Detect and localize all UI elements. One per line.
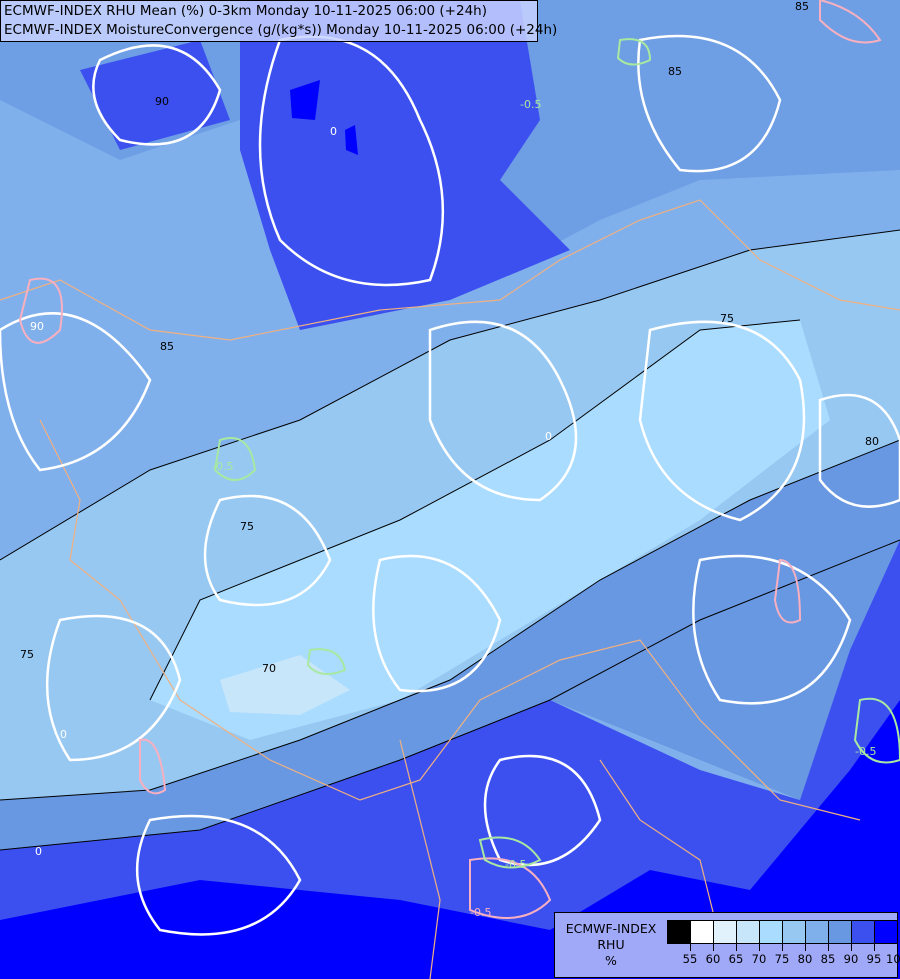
contour-label: 75 [720,312,734,325]
borders [0,199,900,979]
contour-label: 70 [262,662,276,675]
legend-swatch [737,921,760,943]
legend-title: ECMWF-INDEX RHU % [559,921,663,969]
color-legend: ECMWF-INDEX RHU % 55 60 65 70 75 80 85 90 95 100 [554,912,900,978]
legend-tick [828,943,829,951]
legend-tick-label: 90 [843,952,859,966]
rhu-95-top-region [240,0,570,330]
title-line-convergence: ECMWF-INDEX MoistureConvergence (g/(kg*s… [4,22,558,38]
legend-swatch [760,921,783,943]
legend-tick [897,943,898,951]
legend-tick-label: 100 [886,952,900,966]
title-line-rhu: ECMWF-INDEX RHU Mean (%) 0-3km Monday 10… [4,3,487,19]
convergence-label: -0.5 [470,906,491,919]
rhu-95-topleft-region [80,40,230,150]
rhu-95-bottom-region [0,540,900,979]
legend-swatch [714,921,737,943]
legend-tick-label: 60 [705,952,721,966]
legend-tick-label: 95 [866,952,882,966]
legend-swatch [806,921,829,943]
legend-tick-label: 85 [820,952,836,966]
legend-tick-label: 65 [728,952,744,966]
legend-swatch [783,921,806,943]
convergence-label: 0 [35,845,42,858]
legend-tick [690,943,691,951]
legend-swatches [667,920,898,944]
convergence-label: -0.5 [520,98,541,111]
contour-label: 85 [668,65,682,78]
rhu-90-bottom-band [0,440,900,850]
rhu-75-region [150,320,830,740]
map-labels: 90 85 75 80 75 70 75 85 90 85 0 0 -0.5 -… [20,0,879,919]
contour-label: 75 [240,520,254,533]
contour-label: 90 [155,95,169,108]
legend-unit: % [605,953,617,968]
contour-label: 80 [865,435,879,448]
convergence-label: 0 [545,430,552,443]
legend-title-source: ECMWF-INDEX [565,921,657,936]
legend-swatch [829,921,852,943]
rhu-100-bottom-region [0,700,900,979]
legend-tick-label: 70 [751,952,767,966]
legend-swatch [852,921,875,943]
contour-label: 75 [20,648,34,661]
rhu-70-region [220,655,350,715]
legend-tick-label: 75 [774,952,790,966]
legend-tick [736,943,737,951]
convergence-label: 0 [60,728,67,741]
legend-tick [851,943,852,951]
legend-swatch [875,921,897,943]
convergence-label: 0 [330,125,337,138]
legend-tick [782,943,783,951]
legend-title-variable: RHU [597,937,625,952]
legend-tick [759,943,760,951]
legend-tick [874,943,875,951]
legend-ticks: 55 60 65 70 75 80 85 90 95 100 [667,943,900,973]
contour-label: 85 [795,0,809,13]
convergence-label: -0.5 [855,745,876,758]
legend-swatch [668,921,691,943]
map-title-box: ECMWF-INDEX RHU Mean (%) 0-3km Monday 10… [0,0,558,42]
legend-tick-label: 80 [797,952,813,966]
convergence-contours-pink [18,0,882,919]
legend-tick [805,943,806,951]
convergence-label: -0.5 [212,460,233,473]
legend-swatch [691,921,714,943]
convergence-contours-white [0,34,900,936]
convergence-label: -0.5 [505,858,526,871]
legend-tick-label: 55 [682,952,698,966]
rhu-100-small-top [290,80,358,155]
contour-label: 90 [30,320,44,333]
legend-tick [713,943,714,951]
contour-label: 85 [160,340,174,353]
